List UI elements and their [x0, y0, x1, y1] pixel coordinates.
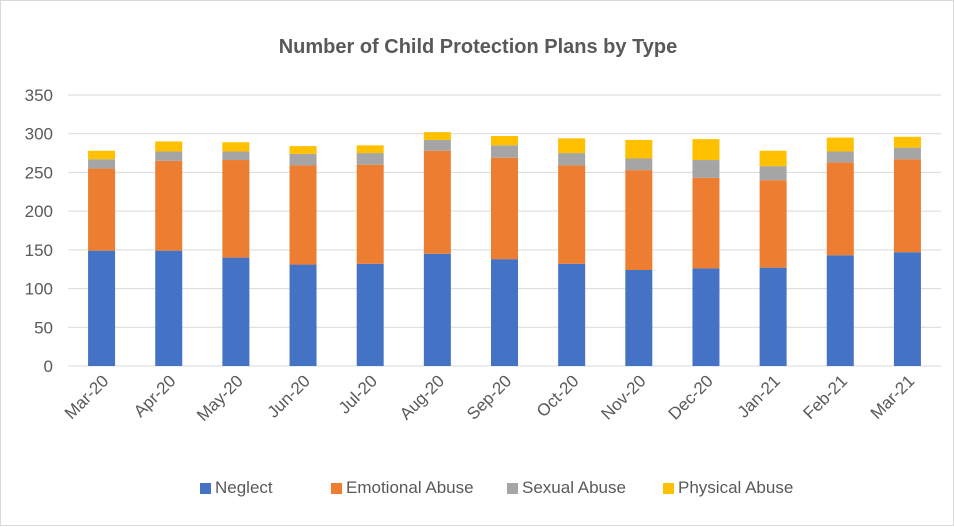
x-tick-label: Oct-20	[533, 371, 583, 421]
bar-sexual-abuse	[88, 159, 116, 169]
y-tick-label: 300	[25, 125, 53, 144]
bar-emotional-abuse	[491, 157, 518, 260]
bar-neglect	[692, 268, 720, 366]
x-tick-label: Apr-20	[130, 371, 180, 421]
bar-emotional-abuse	[222, 160, 250, 258]
bar-neglect	[423, 253, 451, 366]
bar-physical-abuse	[88, 150, 116, 160]
x-tick-label: Sep-20	[463, 371, 515, 423]
bar-emotional-abuse	[356, 164, 384, 264]
x-tick-label: Dec-20	[665, 371, 717, 423]
bar-physical-abuse	[222, 142, 250, 152]
bar-sexual-abuse	[222, 151, 250, 161]
x-tick-label: Jun-20	[264, 371, 314, 421]
bar-emotional-abuse	[423, 150, 451, 254]
bar-sexual-abuse	[155, 151, 183, 161]
legend-swatch	[331, 483, 342, 494]
y-axis-ticks: 0 50 100 150 200 250 300 350	[25, 86, 53, 376]
bar-physical-abuse	[356, 145, 384, 154]
x-tick-label: Jul-20	[335, 371, 381, 417]
bar-sexual-abuse	[289, 153, 317, 166]
bar-emotional-abuse	[155, 160, 183, 251]
legend-swatch	[507, 483, 518, 494]
bar-physical-abuse	[692, 139, 720, 161]
bar-neglect	[558, 263, 586, 366]
chart-title: Number of Child Protection Plans by Type	[279, 36, 678, 58]
y-tick-label: 350	[25, 86, 53, 105]
bar-neglect	[356, 263, 384, 366]
bar-emotional-abuse	[558, 165, 586, 264]
bar-physical-abuse	[289, 146, 317, 154]
bar-sexual-abuse	[692, 160, 720, 178]
bar-physical-abuse	[155, 141, 183, 152]
bar-emotional-abuse	[759, 180, 787, 268]
bar-sexual-abuse	[558, 153, 586, 166]
bar-sexual-abuse	[826, 151, 854, 163]
x-tick-label: Aug-20	[396, 371, 448, 423]
y-tick-label: 200	[25, 202, 53, 221]
x-tick-label: Mar-20	[61, 371, 113, 423]
legend-label: Physical Abuse	[678, 478, 793, 497]
legend-label: Neglect	[215, 478, 273, 497]
bar-physical-abuse	[893, 136, 921, 148]
bar-emotional-abuse	[625, 170, 653, 270]
y-tick-label: 250	[25, 163, 53, 182]
bar-sexual-abuse	[491, 145, 518, 158]
bar-neglect	[826, 255, 854, 366]
bar-physical-abuse	[759, 150, 787, 167]
bar-neglect	[893, 252, 921, 366]
x-tick-label: Mar-21	[867, 371, 919, 423]
y-tick-label: 150	[25, 241, 53, 260]
bar-neglect	[491, 259, 518, 366]
legend-label: Emotional Abuse	[346, 478, 474, 497]
x-tick-label: Feb-21	[800, 371, 852, 423]
bar-emotional-abuse	[289, 165, 317, 265]
bar-emotional-abuse	[826, 162, 854, 256]
bar-neglect	[625, 269, 653, 366]
bar-sexual-abuse	[625, 158, 653, 171]
bar-sexual-abuse	[423, 139, 451, 151]
bar-emotional-abuse	[692, 177, 720, 269]
legend-swatch	[200, 483, 211, 494]
legend-label: Sexual Abuse	[522, 478, 626, 497]
bar-neglect	[222, 257, 250, 366]
x-tick-label: May-20	[193, 371, 247, 425]
bar-neglect	[155, 250, 183, 366]
bar-physical-abuse	[491, 136, 518, 146]
bar-sexual-abuse	[759, 166, 787, 181]
bar-emotional-abuse	[88, 168, 116, 251]
bar-neglect	[289, 264, 317, 366]
legend: Neglect Emotional Abuse Sexual Abuse Physic…	[200, 478, 793, 497]
bar-physical-abuse	[625, 139, 653, 159]
legend-swatch	[663, 483, 674, 494]
bar-neglect	[88, 250, 116, 366]
x-tick-label: Jan-21	[734, 371, 784, 421]
y-tick-label: 0	[44, 357, 53, 376]
bar-neglect	[759, 267, 787, 366]
bar-physical-abuse	[423, 132, 451, 140]
y-tick-label: 50	[34, 318, 53, 337]
bar-sexual-abuse	[893, 147, 921, 160]
bar-emotional-abuse	[893, 159, 921, 253]
bar-sexual-abuse	[356, 153, 384, 165]
y-tick-label: 100	[25, 280, 53, 299]
x-tick-label: Nov-20	[597, 371, 649, 423]
x-axis-ticks: Mar-20 Apr-20 May-20 Jun-20 Jul-20 Aug-20 Sep-…	[61, 371, 918, 425]
bars	[88, 132, 921, 366]
bar-physical-abuse	[558, 138, 586, 154]
bar-physical-abuse	[826, 137, 854, 152]
